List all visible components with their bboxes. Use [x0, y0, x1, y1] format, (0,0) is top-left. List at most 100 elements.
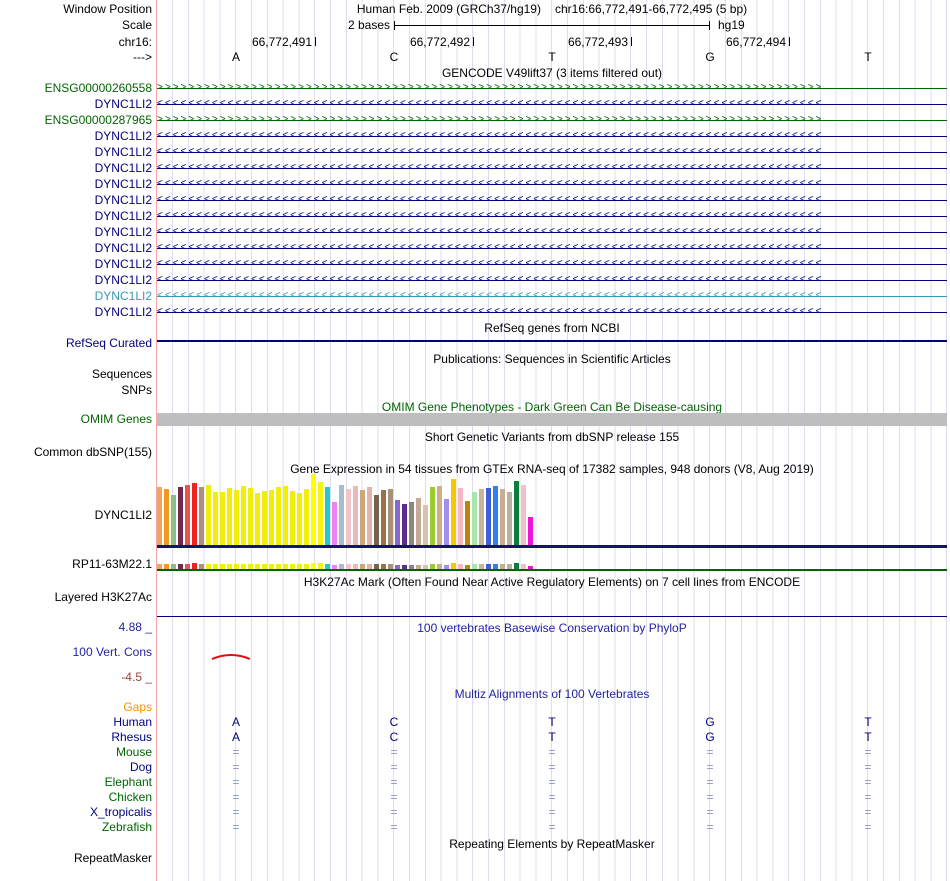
phylop-track-label[interactable]: 100 Vert. Cons [72, 645, 152, 659]
dbsnp-track-title[interactable]: Short Genetic Variants from dbSNP releas… [424, 430, 680, 444]
gtex-tissue-bar[interactable] [472, 492, 477, 545]
gtex-mini-tissue-bar[interactable] [423, 565, 428, 569]
gtex-tissue-bar[interactable] [381, 490, 386, 545]
gtex-mini-tissue-bar[interactable] [332, 565, 337, 569]
gtex-mini-gene-label[interactable]: RP11-63M22.1 [72, 557, 152, 571]
publications-track-title[interactable]: Publications: Sequences in Scientific Ar… [433, 352, 671, 366]
gtex-mini-tissue-bar[interactable] [472, 564, 477, 569]
gtex-tissue-bar[interactable] [458, 488, 463, 545]
gtex-mini-tissue-bar[interactable] [185, 564, 190, 569]
h3k27ac-label[interactable]: Layered H3K27Ac [54, 590, 152, 604]
gtex-mini-tissue-bar[interactable] [381, 564, 386, 569]
publications-snps-label[interactable]: SNPs [121, 383, 152, 397]
phylop-track-title[interactable]: 100 vertebrates Basewise Conservation by… [417, 621, 687, 635]
gene-row-DYNC1LI2[interactable]: <<<<<<<<<<<<<<<<<<<<<<<<<<<<<<<<<<<<<<<<… [157, 96, 947, 112]
multiz-species-label-human[interactable]: Human [113, 715, 152, 729]
gtex-mini-tissue-bar[interactable] [164, 564, 169, 569]
gtex-tissue-bar[interactable] [192, 483, 197, 545]
multiz-species-label-gaps[interactable]: Gaps [123, 700, 152, 714]
gtex-mini-tissue-bar[interactable] [318, 563, 323, 569]
gtex-mini-tissue-bar[interactable] [283, 564, 288, 569]
gtex-tissue-bar[interactable] [318, 482, 323, 545]
gtex-mini-tissue-bar[interactable] [493, 564, 498, 569]
refseq-track-title[interactable]: RefSeq genes from NCBI [484, 321, 620, 335]
gtex-mini-gene-baseline[interactable] [157, 569, 947, 571]
omim-genes-label[interactable]: OMIM Genes [80, 412, 152, 426]
gtex-tissue-bar[interactable] [171, 495, 176, 545]
gtex-tissue-bar[interactable] [311, 474, 316, 545]
omim-track-title[interactable]: OMIM Gene Phenotypes - Dark Green Can Be… [381, 400, 723, 414]
gene-label[interactable]: DYNC1LI2 [94, 273, 152, 287]
repeatmasker-label[interactable]: RepeatMasker [73, 851, 152, 865]
gtex-tissue-bar[interactable] [514, 481, 519, 545]
gtex-mini-tissue-bar[interactable] [199, 564, 204, 569]
multiz-track-title[interactable]: Multiz Alignments of 100 Vertebrates [454, 687, 650, 701]
gtex-tissue-bar[interactable] [486, 488, 491, 545]
gtex-mini-tissue-bar[interactable] [514, 563, 519, 569]
gene-row-DYNC1LI2[interactable]: <<<<<<<<<<<<<<<<<<<<<<<<<<<<<<<<<<<<<<<<… [157, 304, 947, 320]
gene-row-DYNC1LI2[interactable]: <<<<<<<<<<<<<<<<<<<<<<<<<<<<<<<<<<<<<<<<… [157, 192, 947, 208]
gene-label[interactable]: DYNC1LI2 [94, 97, 152, 111]
common-dbsnp-label[interactable]: Common dbSNP(155) [33, 445, 152, 459]
gtex-mini-tissue-bar[interactable] [311, 563, 316, 569]
gene-row-DYNC1LI2[interactable]: <<<<<<<<<<<<<<<<<<<<<<<<<<<<<<<<<<<<<<<<… [157, 240, 947, 256]
gtex-mini-tissue-bar[interactable] [402, 565, 407, 569]
gtex-tissue-bar[interactable] [276, 487, 281, 545]
gene-label[interactable]: DYNC1LI2 [94, 177, 152, 191]
gtex-mini-tissue-bar[interactable] [388, 564, 393, 569]
gtex-track-title[interactable]: Gene Expression in 54 tissues from GTEx … [290, 462, 814, 476]
phylop-conservation-curve[interactable] [211, 649, 251, 661]
gtex-mini-tissue-bar[interactable] [220, 564, 225, 569]
gtex-mini-tissue-bar[interactable] [374, 564, 379, 569]
gtex-tissue-bar[interactable] [304, 489, 309, 545]
gtex-tissue-bar[interactable] [353, 486, 358, 545]
refseq-curated-item-line[interactable] [157, 340, 947, 342]
gene-row-DYNC1LI2[interactable]: <<<<<<<<<<<<<<<<<<<<<<<<<<<<<<<<<<<<<<<<… [157, 176, 947, 192]
gene-row-DYNC1LI2[interactable]: <<<<<<<<<<<<<<<<<<<<<<<<<<<<<<<<<<<<<<<<… [157, 144, 947, 160]
gencode-track-title[interactable]: GENCODE V49lift37 (3 items filtered out) [441, 66, 663, 80]
gtex-tissue-bar[interactable] [199, 487, 204, 545]
gtex-tissue-bar[interactable] [325, 487, 330, 545]
gtex-tissue-bar[interactable] [451, 479, 456, 545]
gtex-tissue-bar[interactable] [164, 489, 169, 545]
gtex-tissue-bar[interactable] [157, 487, 162, 545]
gtex-mini-tissue-bar[interactable] [367, 564, 372, 569]
gene-row-ENSG00000260558[interactable]: >>>>>>>>>>>>>>>>>>>>>>>>>>>>>>>>>>>>>>>>… [157, 80, 947, 96]
gtex-mini-tissue-bar[interactable] [241, 564, 246, 569]
gene-row-ENSG00000287965[interactable]: >>>>>>>>>>>>>>>>>>>>>>>>>>>>>>>>>>>>>>>>… [157, 112, 947, 128]
gtex-tissue-bar[interactable] [367, 487, 372, 545]
gtex-mini-tissue-bar[interactable] [248, 564, 253, 569]
gtex-mini-tissue-bar[interactable] [297, 564, 302, 569]
gtex-mini-tissue-bar[interactable] [269, 564, 274, 569]
gtex-mini-tissue-bar[interactable] [339, 564, 344, 569]
gtex-mini-tissue-bar[interactable] [458, 564, 463, 569]
gtex-mini-tissue-bar[interactable] [206, 564, 211, 569]
gtex-mini-tissue-bar[interactable] [171, 564, 176, 569]
multiz-species-label-zebrafish[interactable]: Zebrafish [101, 820, 152, 834]
gtex-tissue-bar[interactable] [388, 489, 393, 545]
gtex-gene-baseline[interactable] [157, 545, 947, 548]
gtex-tissue-bar[interactable] [178, 487, 183, 545]
gtex-tissue-bar[interactable] [346, 489, 351, 545]
gene-label[interactable]: DYNC1LI2 [94, 257, 152, 271]
gene-row-DYNC1LI2[interactable]: <<<<<<<<<<<<<<<<<<<<<<<<<<<<<<<<<<<<<<<<… [157, 160, 947, 176]
gtex-gene-label[interactable]: DYNC1LI2 [94, 508, 152, 522]
gene-label[interactable]: DYNC1LI2 [94, 209, 152, 223]
gtex-tissue-bar[interactable] [430, 487, 435, 545]
gtex-tissue-bar[interactable] [290, 491, 295, 545]
gene-label[interactable]: DYNC1LI2 [94, 305, 152, 319]
gene-label[interactable]: DYNC1LI2 [94, 225, 152, 239]
gtex-mini-tissue-bar[interactable] [507, 564, 512, 569]
gtex-tissue-bar[interactable] [493, 486, 498, 545]
gtex-tissue-bar[interactable] [409, 502, 414, 545]
gtex-tissue-bar[interactable] [402, 504, 407, 545]
gtex-mini-tissue-bar[interactable] [227, 564, 232, 569]
refseq-curated-label[interactable]: RefSeq Curated [65, 336, 152, 350]
gtex-mini-tissue-bar[interactable] [213, 564, 218, 569]
gtex-tissue-bar[interactable] [213, 492, 218, 545]
gtex-tissue-bar[interactable] [395, 500, 400, 545]
gtex-mini-tissue-bar[interactable] [430, 564, 435, 569]
gtex-mini-tissue-bar[interactable] [437, 564, 442, 569]
gtex-mini-tissue-bar[interactable] [465, 565, 470, 569]
gtex-tissue-bar[interactable] [437, 486, 442, 545]
